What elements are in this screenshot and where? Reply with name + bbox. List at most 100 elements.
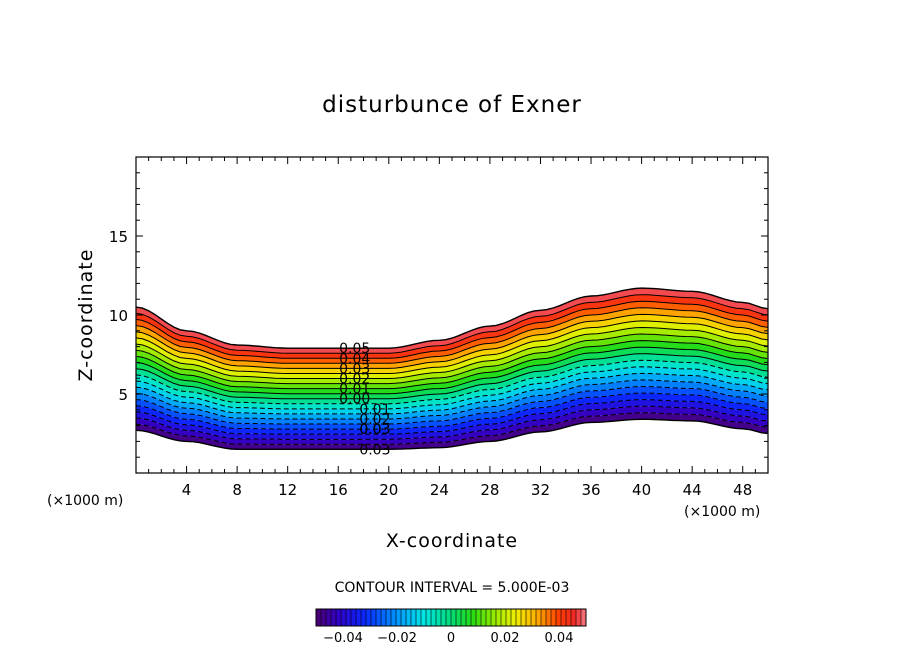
contour-label: 0.03: [359, 422, 390, 438]
colorbar-swatch: [361, 609, 367, 626]
colorbar-swatch: [556, 609, 562, 626]
contour-band: [136, 307, 768, 369]
colorbar-swatch: [381, 609, 387, 626]
x-axis-label: X-coordinate: [386, 530, 518, 552]
contour-band: [136, 327, 768, 384]
colorbar-swatch: [331, 609, 337, 626]
contour-band: [136, 334, 768, 389]
y-axis-label: Z-coordinate: [75, 249, 97, 382]
colorbar-swatch: [501, 609, 507, 626]
contour-label-layer: 0.050.040.030.020.010.000.010.020.030.03…: [339, 341, 390, 458]
contour-line: [136, 405, 768, 440]
contour-band: [136, 399, 768, 440]
contour-line-layer: [136, 287, 768, 450]
contour-line: [136, 307, 768, 364]
colorbar-swatch: [431, 609, 437, 626]
colorbar-swatch: [486, 609, 492, 626]
colorbar-swatch: [426, 609, 432, 626]
y-tick-label: 10: [109, 307, 128, 325]
contour-label: 0.00: [339, 392, 370, 408]
x-tick-label: 40: [632, 481, 651, 499]
contour-line: [136, 392, 768, 430]
contour-band: [136, 314, 768, 374]
contour-label: 0.01: [359, 402, 390, 418]
x-tick-label: 28: [480, 481, 499, 499]
colorbar-swatch: [521, 609, 527, 626]
colorbar-swatch: [546, 609, 552, 626]
colorbar-swatch: [441, 609, 447, 626]
colorbar-swatch: [446, 609, 452, 626]
colorbar-swatch: [536, 609, 542, 626]
x-tick-label: 36: [581, 481, 600, 499]
contour-band: [136, 288, 768, 354]
colorbar-swatch: [516, 609, 522, 626]
colorbar-swatch: [421, 609, 427, 626]
x-tick-label: 16: [329, 481, 348, 499]
colorbar-tick-label: 0.04: [545, 631, 574, 646]
colorbar-swatch: [531, 609, 537, 626]
colorbar-swatch: [481, 609, 487, 626]
colorbar-swatch: [401, 609, 407, 626]
x-tick-label: 20: [379, 481, 398, 499]
contour-label: 0.03: [359, 422, 390, 438]
contour-line: [136, 346, 768, 395]
contour-line: [136, 379, 768, 420]
colorbar-swatch: [471, 609, 477, 626]
contour-line: [136, 326, 768, 379]
contour-fill-layer: [136, 288, 768, 450]
contour-band: [136, 347, 768, 399]
colorbar-swatch: [451, 609, 457, 626]
x-tick-label: 12: [278, 481, 297, 499]
colorbar-swatch: [376, 609, 382, 626]
colorbar-swatch: [326, 609, 332, 626]
colorbar: −0.04 −0.02 0 0.02 0.04: [315, 608, 587, 646]
colorbar-swatch: [461, 609, 467, 626]
contour-label: 0.01: [339, 382, 370, 398]
colorbar-swatch: [391, 609, 397, 626]
contour-band: [136, 406, 768, 445]
contour-band: [136, 301, 768, 364]
colorbar-swatch: [356, 609, 362, 626]
contour-band: [136, 353, 768, 404]
contour-label: 0.03: [359, 442, 390, 458]
colorbar-swatch: [351, 609, 357, 626]
colorbar-frame: [315, 608, 587, 627]
contour-band: [136, 412, 768, 450]
contour-interval-label: CONTOUR INTERVAL = 5.000E-03: [335, 580, 570, 596]
contour-label: 0.02: [359, 412, 390, 428]
contour-label: 0.04: [339, 351, 370, 367]
colorbar-swatch: [436, 609, 442, 626]
x-tick-label: 32: [531, 481, 550, 499]
colorbar-swatch: [581, 609, 587, 626]
contour-line: [136, 333, 768, 385]
contour-band: [136, 320, 768, 379]
contour-line: [136, 313, 768, 369]
contour-band: [136, 366, 768, 414]
contour-band: [136, 340, 768, 394]
contour-line: [136, 418, 768, 450]
contour-label: 0.03: [339, 361, 370, 377]
contour-line: [136, 399, 768, 435]
colorbar-swatch: [396, 609, 402, 626]
colorbar-swatch: [476, 609, 482, 626]
colorbar-swatch: [411, 609, 417, 626]
contour-label: 0.05: [339, 341, 370, 357]
x-tick-label: 24: [430, 481, 449, 499]
colorbar-swatch: [491, 609, 497, 626]
colorbar-swatch: [576, 609, 582, 626]
colorbar-swatch: [416, 609, 422, 626]
contour-band: [136, 393, 768, 435]
colorbar-swatch: [566, 609, 572, 626]
x-tick-label: 44: [683, 481, 702, 499]
y-tick-label: 15: [109, 228, 128, 246]
colorbar-swatch: [506, 609, 512, 626]
colorbar-swatch: [526, 609, 532, 626]
colorbar-swatch: [316, 609, 322, 626]
contour-band: [136, 379, 768, 424]
colorbar-swatch: [366, 609, 372, 626]
contour-band: [136, 360, 768, 409]
contour-line: [136, 366, 768, 410]
x-tick-label: 4: [182, 481, 192, 499]
contour-line: [136, 340, 768, 390]
